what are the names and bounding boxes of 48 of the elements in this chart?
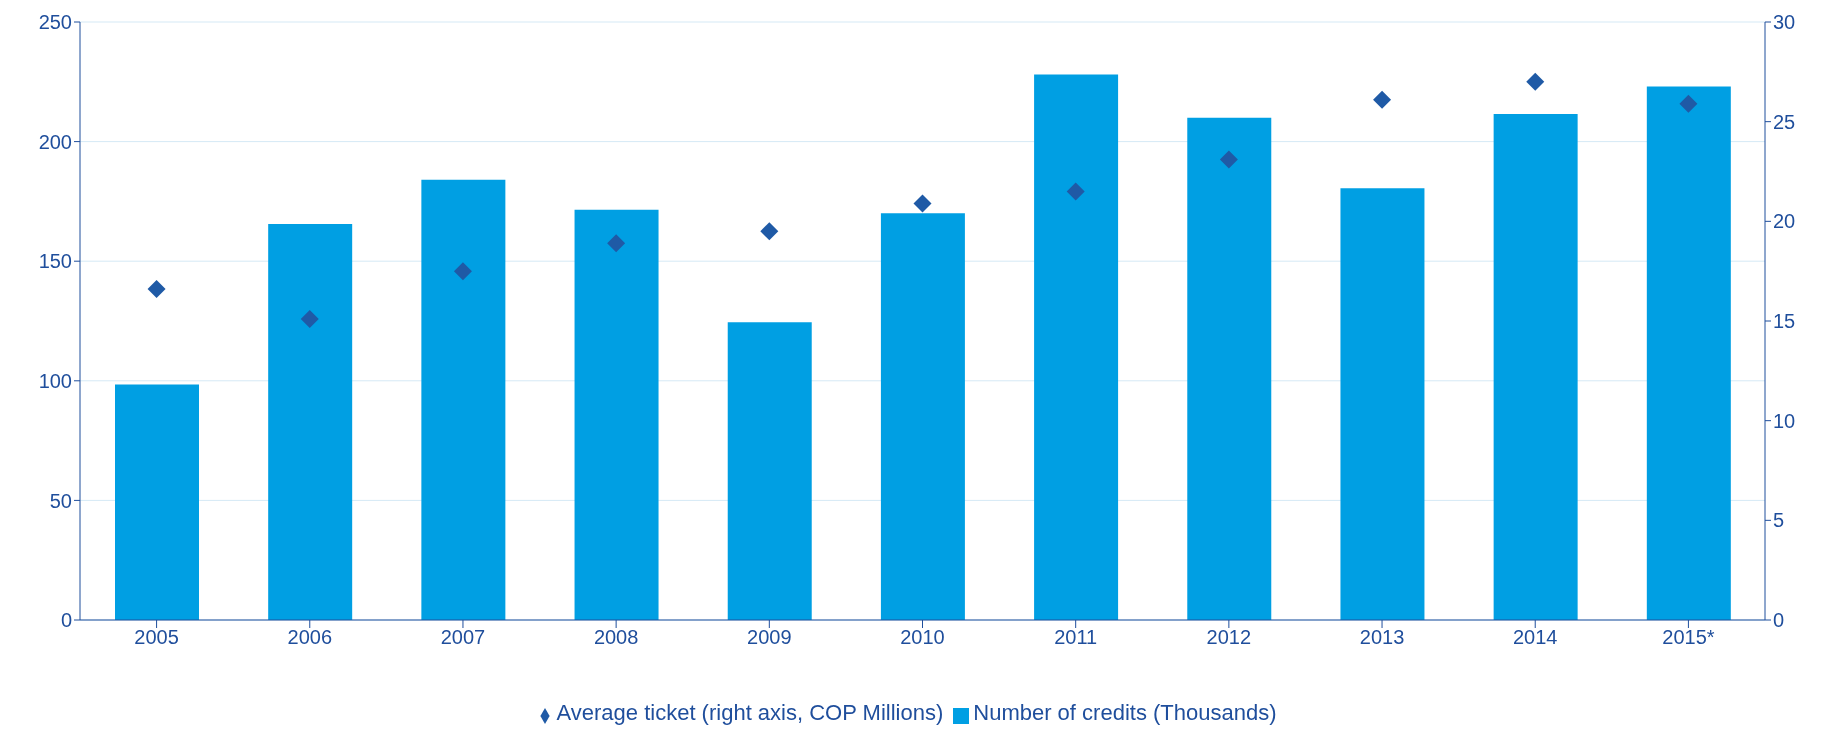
x-tick-label: 2011 xyxy=(1054,626,1098,649)
point xyxy=(1373,90,1392,109)
point xyxy=(300,310,319,329)
y-tick-label: 50 xyxy=(49,489,72,512)
bar xyxy=(268,224,353,620)
x-tick-label: 2014 xyxy=(1512,626,1558,649)
bar xyxy=(1187,117,1272,620)
legend-label: Average ticket (right axis, COP Millions) xyxy=(556,700,944,725)
point xyxy=(1066,182,1085,201)
y2-tick-label: 10 xyxy=(1773,409,1796,432)
y2-tick-label: 20 xyxy=(1773,210,1796,233)
y2-tick-label: 0 xyxy=(1773,609,1785,632)
point xyxy=(913,194,932,213)
bar xyxy=(1034,74,1119,620)
y-tick-label: 250 xyxy=(38,11,72,34)
y-tick-label: 150 xyxy=(38,250,72,273)
point xyxy=(1219,150,1238,169)
x-tick-label: 2008 xyxy=(593,626,639,649)
y-tick-label: 0 xyxy=(60,609,72,632)
bar xyxy=(727,322,812,620)
x-tick-label: 2007 xyxy=(440,626,486,649)
point xyxy=(453,262,472,281)
point xyxy=(147,280,166,299)
bar xyxy=(1646,86,1731,620)
x-tick-label: 2015* xyxy=(1662,626,1715,649)
x-tick-label: 2006 xyxy=(287,626,333,649)
bar xyxy=(1493,114,1578,620)
y2-tick-label: 5 xyxy=(1773,509,1785,532)
point xyxy=(760,222,779,241)
y2-tick-label: 15 xyxy=(1773,310,1796,333)
bar xyxy=(880,213,965,620)
point xyxy=(607,234,626,253)
point xyxy=(1526,72,1545,91)
y-tick-label: 200 xyxy=(38,130,72,153)
y2-tick-label: 30 xyxy=(1773,11,1796,34)
x-tick-label: 2009 xyxy=(747,626,792,649)
bar xyxy=(115,384,199,620)
y2-tick-label: 25 xyxy=(1773,110,1796,133)
bar xyxy=(1340,188,1425,620)
x-tick-label: 2005 xyxy=(134,626,179,649)
bar xyxy=(574,209,659,620)
y-tick-label: 100 xyxy=(38,369,72,392)
point xyxy=(1679,94,1698,113)
x-tick-label: 2010 xyxy=(900,626,945,649)
bar xyxy=(421,179,506,620)
legend-label: Number of credits (Thousands) xyxy=(973,700,1277,725)
x-tick-label: 2013 xyxy=(1359,626,1405,649)
x-tick-label: 2012 xyxy=(1206,626,1252,649)
